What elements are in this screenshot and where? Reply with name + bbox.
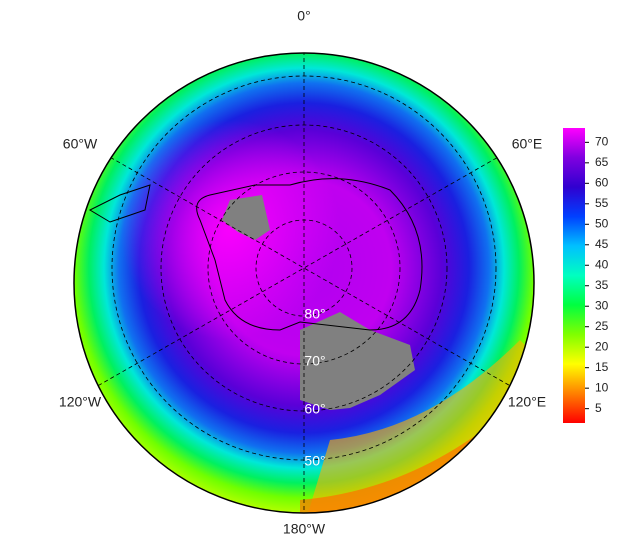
map-border [73,52,535,514]
lon-label: 120°W [59,394,102,410]
lat-label: 70° [304,353,325,369]
colorbar-tick-label: 55 [595,196,609,210]
colorbar-tick-label: 45 [595,237,609,251]
lon-label: 0° [297,8,310,24]
colorbar-tick-label: 10 [595,380,609,394]
missing-data [300,312,415,410]
coastline [196,178,423,331]
colorbar-tick-label: 15 [595,360,609,374]
missing-data [222,195,270,240]
colorbar-tick-label: 5 [595,401,602,415]
lat-label: 80° [304,306,325,322]
colorbar-tick-label: 20 [595,339,609,353]
lon-label: 60°E [512,136,543,152]
colorbar [563,128,585,423]
lon-label: 120°E [508,394,546,410]
colorbar-tick-label: 50 [595,216,609,230]
lat-label: 50° [304,453,325,469]
colorbar-tick-label: 30 [595,298,609,312]
colorbar-tick-label: 35 [595,278,609,292]
coastline [88,184,151,223]
lat-label: 60° [304,401,325,417]
lon-label: 60°W [63,136,98,152]
colorbar-tick-label: 65 [595,155,609,169]
colorbar-tick-label: 40 [595,257,609,271]
colorbar-tick-label: 60 [595,175,609,189]
lon-label: 180°W [283,521,326,537]
colorbar-tick-label: 25 [595,319,609,333]
colorbar-tick-label: 70 [595,135,609,149]
graticule [79,53,529,513]
